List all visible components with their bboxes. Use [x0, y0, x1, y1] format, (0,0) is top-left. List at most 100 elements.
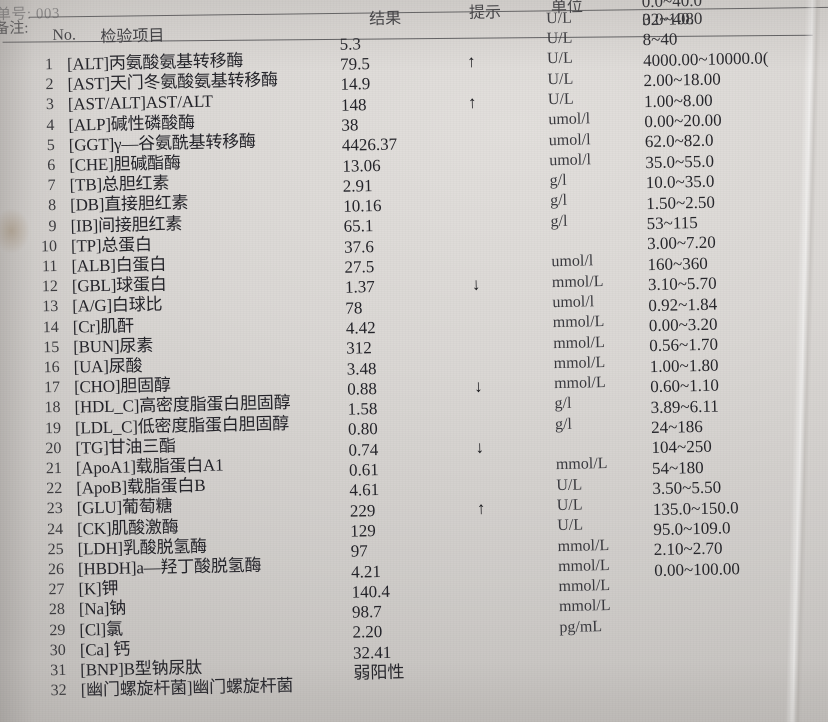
test-unit: umol/l: [548, 110, 591, 129]
row-number: 1: [44, 56, 54, 74]
row-number: 24: [46, 520, 64, 538]
test-unit: umol/l: [551, 252, 594, 271]
test-item-name: [TG]甘油三酯: [75, 436, 176, 458]
test-result-value: 312: [346, 338, 373, 358]
test-unit: U/L: [557, 516, 584, 535]
row-number: 9: [48, 217, 57, 235]
test-unit: mmol/L: [553, 374, 606, 393]
row-number: 16: [43, 358, 60, 377]
column-header-flag: 提示: [468, 4, 502, 22]
test-unit: umol/l: [548, 130, 591, 149]
reference-range: 0.00~3.20: [648, 314, 718, 336]
row-number: 10: [40, 237, 58, 256]
row-number: 3: [45, 96, 55, 114]
reference-range: 1.00~8.00: [643, 90, 713, 111]
test-item-name: [AST]天门冬氨酸氨基转移酶: [67, 70, 279, 94]
test-result-value: 3.48: [346, 358, 377, 379]
test-result-value: 148: [340, 94, 367, 115]
test-result-value: 32.41: [352, 642, 392, 663]
test-result-value: 229: [349, 500, 376, 521]
test-result-value: 129: [350, 520, 376, 541]
test-item-name: [Na]钠: [78, 598, 127, 619]
row-number: 6: [47, 156, 56, 175]
row-number: 25: [47, 540, 64, 559]
test-unit: umol/l: [549, 151, 592, 170]
row-number: 7: [47, 177, 56, 195]
row-number: 22: [46, 480, 63, 498]
test-item-name: [LDH]乳酸脱氢酶: [77, 536, 208, 559]
row-number: 31: [50, 661, 67, 680]
test-item-name: [AST/ALT]AST/ALT: [67, 91, 213, 115]
test-unit: mmol/L: [558, 577, 611, 596]
test-unit: U/L: [546, 49, 573, 68]
test-item-name: [A/G]白球比: [72, 295, 163, 317]
test-unit: U/L: [556, 496, 583, 515]
test-result-value: 10.16: [342, 195, 382, 216]
orphan-result: 5.3: [339, 34, 362, 54]
test-item-name: [HBDH]a—羟丁酸脱氢酶: [77, 555, 262, 579]
test-result-value: 140.4: [351, 581, 391, 602]
test-item-name: [UA]尿酸: [73, 356, 143, 377]
reference-range: 54~180: [651, 457, 704, 478]
abnormal-flag-low: ↓: [473, 376, 483, 396]
reference-range: 24~186: [650, 416, 704, 438]
test-result-value: 65.1: [343, 216, 374, 237]
test-item-name: [BNP]B型钠尿肽: [80, 657, 203, 680]
test-result-value: 14.9: [340, 74, 371, 95]
row-number: 27: [48, 581, 65, 599]
test-result-value: 97: [350, 541, 368, 561]
test-result-value: 弱阳性: [353, 662, 405, 683]
test-result-value: 2.91: [342, 175, 373, 196]
test-result-value: 13.06: [342, 155, 381, 176]
test-item-name: [TB]总胆红素: [69, 173, 170, 195]
test-result-value: 0.88: [346, 378, 378, 399]
reference-range: 35.0~55.0: [645, 151, 715, 172]
row-number: 19: [44, 419, 62, 437]
row-number: 32: [50, 682, 67, 700]
abnormal-flag-high: ↑: [466, 51, 476, 71]
column-header-no: No.: [52, 26, 77, 45]
reference-range: 1.00~1.80: [649, 355, 719, 376]
test-item-name: [Cr]肌酐: [72, 315, 135, 337]
column-header-result: 结果: [368, 10, 402, 29]
test-result-value: 4.61: [349, 480, 380, 500]
header-rule-top: [29, 6, 828, 18]
reference-range: 0.92~1.84: [648, 294, 718, 315]
reference-range: 1.50~2.50: [646, 192, 716, 213]
test-unit: mmol/L: [553, 333, 605, 352]
reference-range: 95.0~109.0: [653, 518, 731, 540]
test-unit: mmol/L: [552, 313, 605, 332]
reference-range: 135.0~150.0: [652, 497, 739, 519]
test-unit: g/l: [549, 192, 568, 210]
test-unit: pg/mL: [559, 617, 603, 636]
test-unit: U/L: [556, 476, 583, 494]
reference-range: 104~250: [651, 437, 712, 458]
test-unit: mmol/L: [557, 536, 610, 555]
abnormal-flag-high: ↑: [476, 498, 486, 518]
row-number: 2: [45, 76, 54, 94]
reference-range: 2.00~18.00: [643, 69, 721, 91]
row-number: 5: [46, 136, 55, 154]
test-unit: g/l: [550, 212, 568, 230]
row-number: 14: [42, 318, 59, 336]
test-unit: U/L: [547, 70, 574, 88]
row-number: 23: [46, 500, 63, 518]
test-result-value: 27.5: [344, 257, 375, 277]
reference-range: 0.00~20.00: [644, 110, 722, 132]
test-item-name: [GBL]球蛋白: [71, 274, 167, 296]
row-number: 11: [41, 257, 58, 276]
row-number: 21: [45, 459, 63, 478]
reference-range: 62.0~82.0: [644, 131, 714, 152]
reference-range: 53~115: [646, 212, 698, 234]
row-number: 29: [49, 621, 66, 639]
test-result-value: 38: [341, 115, 359, 135]
test-unit: mmol/L: [553, 353, 606, 372]
test-unit: g/l: [554, 415, 573, 433]
test-item-name: [ApoB]载脂蛋白B: [76, 475, 206, 498]
test-unit: mmol/L: [551, 272, 604, 291]
test-result-value: 78: [345, 297, 363, 318]
test-unit: g/l: [549, 171, 567, 190]
test-item-name: [Cl]氯: [79, 619, 123, 640]
